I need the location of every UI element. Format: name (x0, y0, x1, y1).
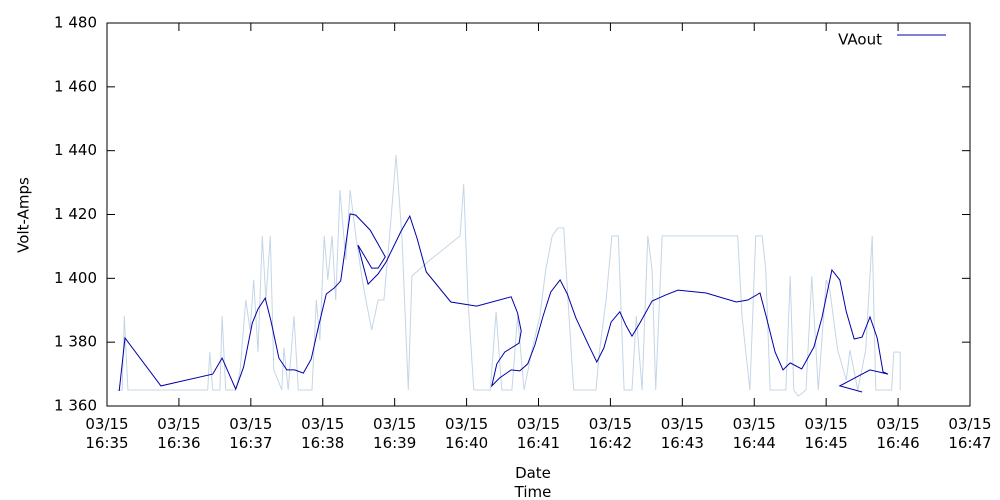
y-tick-label: 1 360 (54, 397, 97, 415)
plot-frame (106, 22, 971, 407)
series-line (117, 155, 901, 397)
y-tick-label: 1 460 (54, 77, 97, 95)
x-tick-label: 03/15 16:41 (516, 415, 561, 452)
y-tick-label: 1 400 (54, 269, 97, 287)
y-tick-label: 1 380 (54, 333, 97, 351)
y-tick-label: 1 420 (54, 205, 97, 223)
x-tick-label: 03/15 16:39 (373, 415, 417, 452)
x-tick-label: 03/15 16:44 (732, 415, 776, 452)
x-tick-label: 03/15 16:40 (444, 415, 489, 452)
series-line (118, 213, 889, 393)
x-axis-label: Date Time (514, 464, 552, 500)
x-tick-label: 03/15 16:46 (876, 415, 920, 452)
y-tick-label: 1 480 (54, 14, 97, 32)
x-tick-label: 03/15 16:42 (588, 415, 633, 452)
y-axis-label: Volt-Amps (15, 177, 33, 253)
x-tick-label: 03/15 16:43 (660, 415, 704, 452)
x-tick-label: 03/15 16:37 (229, 415, 273, 452)
y-tick-label: 1 440 (54, 141, 97, 159)
x-tick-label: 03/15 16:36 (157, 415, 201, 452)
x-tick-label: 03/15 16:35 (85, 415, 129, 452)
x-tick-label: 03/15 16:45 (804, 415, 848, 452)
x-tick-label: 03/15 16:47 (948, 415, 992, 452)
legend-label: VAout (838, 31, 882, 49)
x-tick-label: 03/15 16:38 (301, 415, 345, 452)
